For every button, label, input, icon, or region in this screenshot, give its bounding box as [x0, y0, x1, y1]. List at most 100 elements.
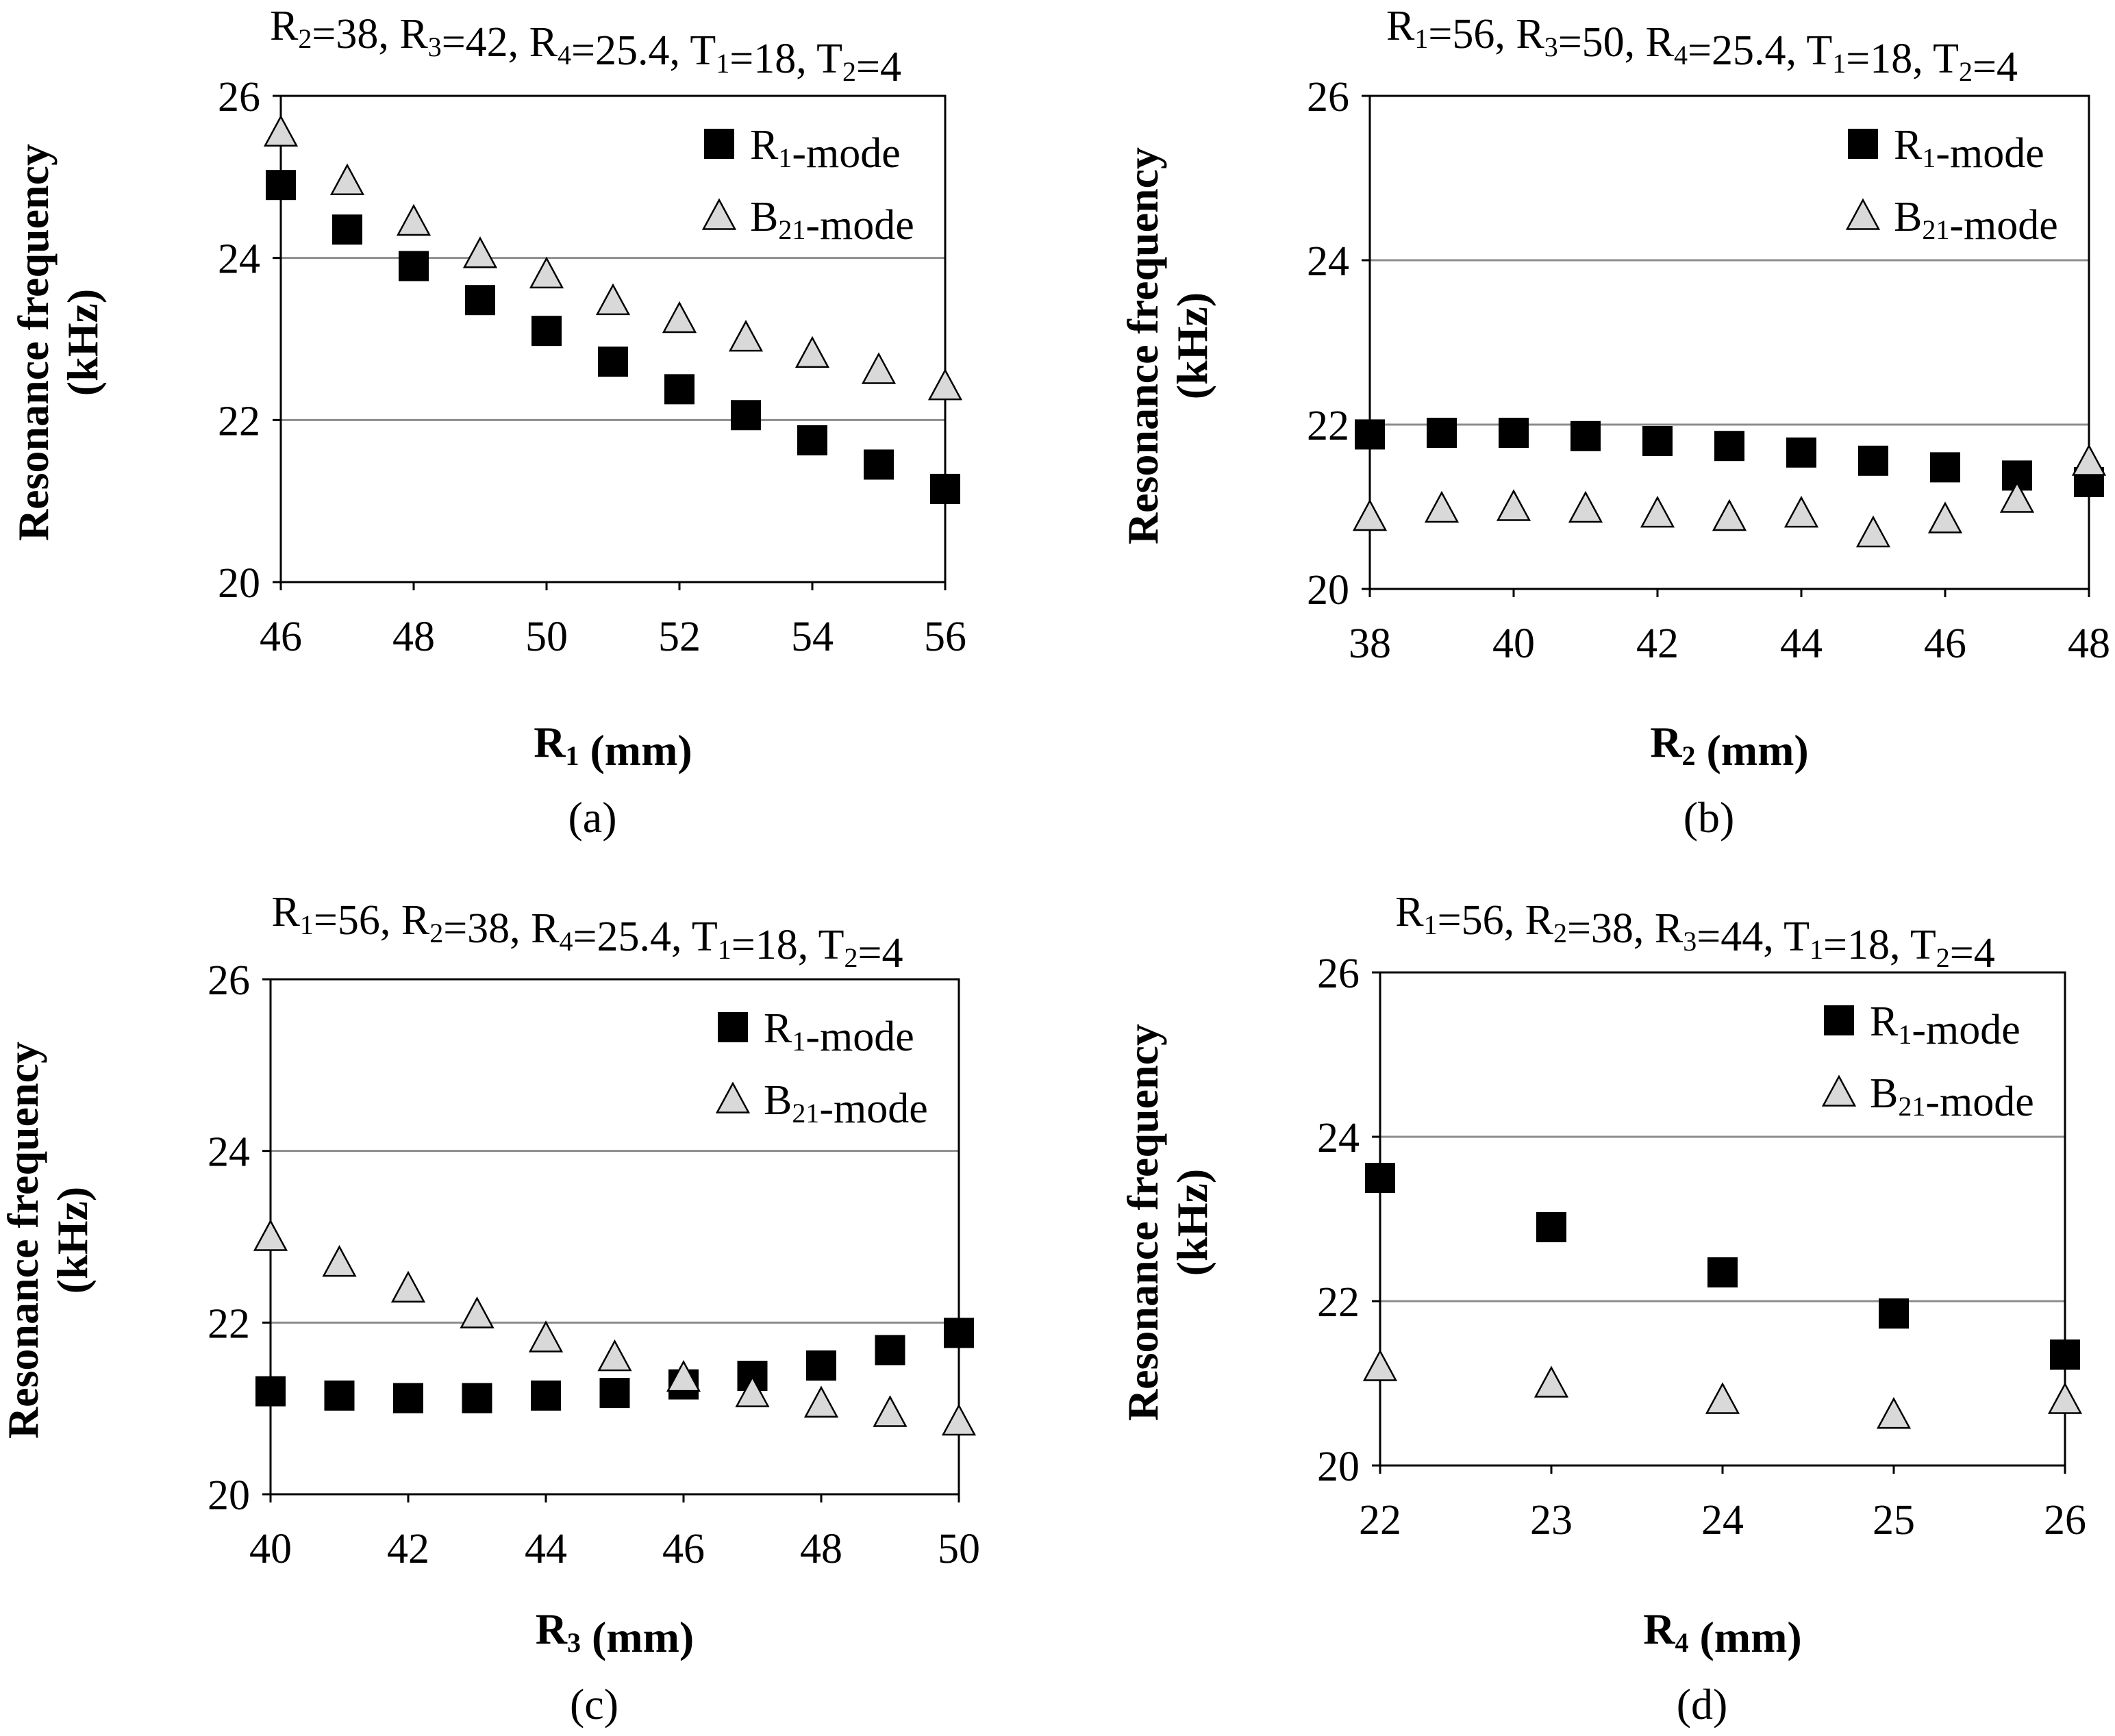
x-tick-label: 50	[938, 1526, 980, 1572]
data-point-b21-mode	[253, 1219, 288, 1251]
data-point-r1-mode	[1365, 1163, 1395, 1193]
data-point-r1-mode	[1355, 419, 1385, 450]
legend: R1-mode B21-mode	[715, 1005, 928, 1132]
data-point-r1-mode	[531, 1380, 561, 1411]
y-tick-label: 26	[208, 957, 250, 1004]
legend-label: B21-mode	[750, 194, 914, 249]
x-tick-label: 54	[791, 614, 834, 660]
y-tick-label: 24	[1317, 1115, 1360, 1161]
x-tick-label: 40	[1492, 620, 1535, 667]
data-point-b21-mode	[390, 1270, 426, 1303]
legend-triangle-icon	[1845, 198, 1881, 230]
data-point-b21-mode	[1424, 490, 1460, 523]
x-tick-label: 40	[249, 1526, 292, 1572]
data-point-r1-mode	[266, 170, 296, 201]
data-point-b21-mode	[1876, 1396, 1912, 1429]
data-point-b21-mode	[728, 320, 764, 352]
y-tick-label: 22	[1307, 403, 1349, 449]
y-tick-label: 20	[1307, 567, 1349, 614]
data-point-b21-mode	[861, 352, 897, 384]
x-tick-label: 56	[924, 614, 966, 660]
y-tick-label: 24	[208, 1129, 250, 1176]
legend: R1-mode B21-mode	[701, 122, 914, 249]
legend-label: B21-mode	[1894, 194, 2058, 249]
x-tick-label: 48	[800, 1526, 842, 1572]
x-axis-label: R3 (mm)	[536, 1605, 694, 1661]
data-point-b21-mode	[460, 1296, 495, 1329]
data-point-b21-mode	[1927, 501, 1963, 533]
chart-title: R2=38, R3=42, R4=25.4, T1=18, T2=4	[270, 3, 901, 90]
x-tick-label: 46	[260, 614, 302, 660]
y-tick-label: 20	[208, 1472, 250, 1519]
legend-square-icon	[1824, 1005, 1854, 1035]
plot-frame	[1368, 95, 2090, 590]
y-tick-label: 24	[1307, 238, 1349, 285]
data-point-r1-mode	[944, 1318, 974, 1348]
data-point-r1-mode	[1879, 1298, 1909, 1329]
x-tick-label: 26	[2044, 1497, 2086, 1544]
data-point-b21-mode	[1496, 489, 1531, 521]
data-point-b21-mode	[1534, 1366, 1569, 1398]
y-tick-label: 20	[218, 560, 260, 607]
y-tick-label: 24	[218, 236, 260, 283]
y-tick-label: 26	[1317, 951, 1360, 997]
x-tick-label: 44	[525, 1526, 567, 1572]
y-axis-label: Resonance frequency	[1118, 147, 1167, 544]
legend-label: R1-mode	[750, 122, 901, 177]
chart-panel-c: R1=56, R2=38, R4=25.4, T1=18, T2=4 20 22 24…	[0, 889, 980, 1728]
data-point-r1-mode	[864, 449, 894, 480]
series-R1-mode	[1365, 1163, 2080, 1370]
chart-title: R1=56, R3=50, R4=25.4, T1=18, T2=4	[1386, 3, 2018, 90]
data-point-b21-mode	[529, 256, 564, 289]
data-point-b21-mode	[2047, 1382, 2083, 1414]
data-point-b21-mode	[941, 1403, 977, 1436]
data-point-r1-mode	[797, 425, 827, 455]
x-tick-label: 44	[1780, 620, 1823, 667]
data-point-b21-mode	[528, 1320, 564, 1353]
data-point-r1-mode	[324, 1380, 355, 1411]
x-tick-label: 52	[658, 614, 701, 660]
x-axis-label: R2 (mm)	[1650, 718, 1808, 775]
data-point-b21-mode	[329, 163, 365, 196]
x-tick-label: 38	[1349, 620, 1391, 667]
data-point-r1-mode	[1707, 1257, 1738, 1287]
data-point-r1-mode	[1570, 420, 1601, 451]
data-point-b21-mode	[1362, 1349, 1398, 1381]
data-point-b21-mode	[1855, 515, 1891, 548]
data-point-b21-mode	[1640, 495, 1675, 528]
data-point-b21-mode	[263, 114, 299, 147]
series-B21-mode	[253, 1219, 977, 1436]
plot-frame	[279, 95, 947, 583]
data-point-r1-mode	[1427, 418, 1457, 448]
data-point-r1-mode	[399, 251, 429, 281]
data-point-r1-mode	[1499, 418, 1529, 448]
data-point-b21-mode	[396, 203, 431, 236]
data-point-r1-mode	[1642, 426, 1673, 456]
data-point-r1-mode	[806, 1350, 836, 1381]
chart-title: R1=56, R2=38, R3=44, T1=18, T2=4	[1395, 889, 1994, 977]
legend-triangle-icon	[701, 198, 737, 230]
legend: R1-mode B21-mode	[1845, 122, 2058, 249]
panel-caption: (a)	[568, 793, 616, 842]
x-axis-label: R1 (mm)	[534, 718, 692, 775]
data-point-r1-mode	[255, 1376, 286, 1407]
x-tick-label: 42	[387, 1526, 429, 1572]
data-point-b21-mode	[1705, 1382, 1740, 1414]
data-point-r1-mode	[462, 1383, 492, 1413]
legend-label: B21-mode	[1870, 1070, 2034, 1125]
data-point-b21-mode	[322, 1244, 357, 1277]
x-tick-label: 42	[1636, 620, 1679, 667]
x-tick-label: 22	[1359, 1497, 1401, 1544]
y-axis-label: Resonance frequency	[0, 1042, 47, 1439]
x-tick-label: 50	[525, 614, 568, 660]
data-point-b21-mode	[1712, 499, 1747, 531]
data-point-r1-mode	[598, 347, 628, 377]
x-tick-label: 46	[1924, 620, 1966, 667]
chart-title: R1=56, R2=38, R4=25.4, T1=18, T2=4	[272, 889, 903, 977]
data-point-b21-mode	[597, 1339, 632, 1372]
y-axis-label: Resonance frequency	[1118, 1024, 1167, 1421]
legend-label: B21-mode	[764, 1077, 928, 1132]
data-point-b21-mode	[666, 1359, 701, 1392]
data-point-r1-mode	[332, 214, 362, 245]
